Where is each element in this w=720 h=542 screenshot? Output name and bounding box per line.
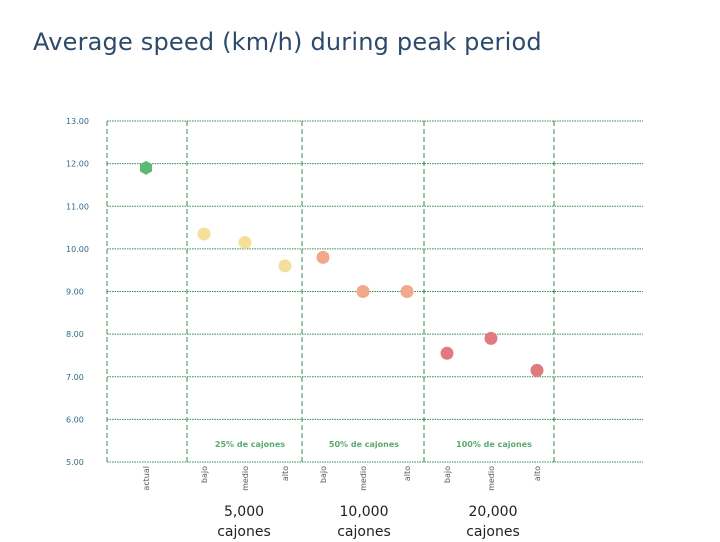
data-point-bajo xyxy=(440,346,454,360)
group-caption-value: 10,000 xyxy=(339,504,389,520)
group-label: 100% de cajones xyxy=(456,440,532,449)
group-caption-value: 20,000 xyxy=(468,504,518,520)
x-tick-label: bajo xyxy=(200,466,209,483)
y-tick-label: 13.00 xyxy=(66,117,89,126)
y-tick-label: 6.00 xyxy=(66,415,84,424)
y-tick-label: 8.00 xyxy=(66,330,84,339)
x-tick-label: medio xyxy=(241,466,250,491)
x-tick-label: bajo xyxy=(443,466,452,483)
y-tick-label: 7.00 xyxy=(66,373,84,382)
group-label: 50% de cajones xyxy=(329,440,399,449)
data-point-alto xyxy=(400,285,414,298)
data-point-bajo xyxy=(197,227,211,241)
chart-title: Average speed (km/h) during peak period xyxy=(33,28,542,56)
group-caption-unit: cajones xyxy=(217,524,271,540)
data-point-bajo xyxy=(316,250,330,264)
data-point-medio xyxy=(356,285,370,298)
y-tick-label: 10.00 xyxy=(66,245,89,254)
x-tick-label: medio xyxy=(359,466,368,491)
group-caption-3: 20,000 cajones xyxy=(438,502,548,542)
data-point-medio xyxy=(238,235,252,249)
data-point-alto xyxy=(530,363,544,377)
x-tick-label: alto xyxy=(281,466,290,481)
x-tick-label: bajo xyxy=(319,466,328,483)
x-tick-label: alto xyxy=(403,466,412,481)
y-tick-label: 9.00 xyxy=(66,288,84,297)
data-point-medio xyxy=(484,331,498,345)
y-tick-label: 5.00 xyxy=(66,458,84,467)
data-point-actual xyxy=(139,160,153,175)
group-caption-unit: cajones xyxy=(337,524,391,540)
y-tick-label: 11.00 xyxy=(66,202,89,211)
group-caption-2: 10,000 cajones xyxy=(309,502,419,542)
group-caption-1: 5,000 cajones xyxy=(189,502,299,542)
x-tick-label: medio xyxy=(487,466,496,491)
x-tick-label: alto xyxy=(533,466,542,481)
group-caption-value: 5,000 xyxy=(223,504,265,520)
group-label: 25% de cajones xyxy=(215,440,285,449)
y-tick-label: 12.00 xyxy=(66,160,89,169)
x-tick-label: actual xyxy=(142,466,151,491)
group-caption-unit: cajones xyxy=(466,524,520,540)
data-point-alto xyxy=(278,259,292,273)
